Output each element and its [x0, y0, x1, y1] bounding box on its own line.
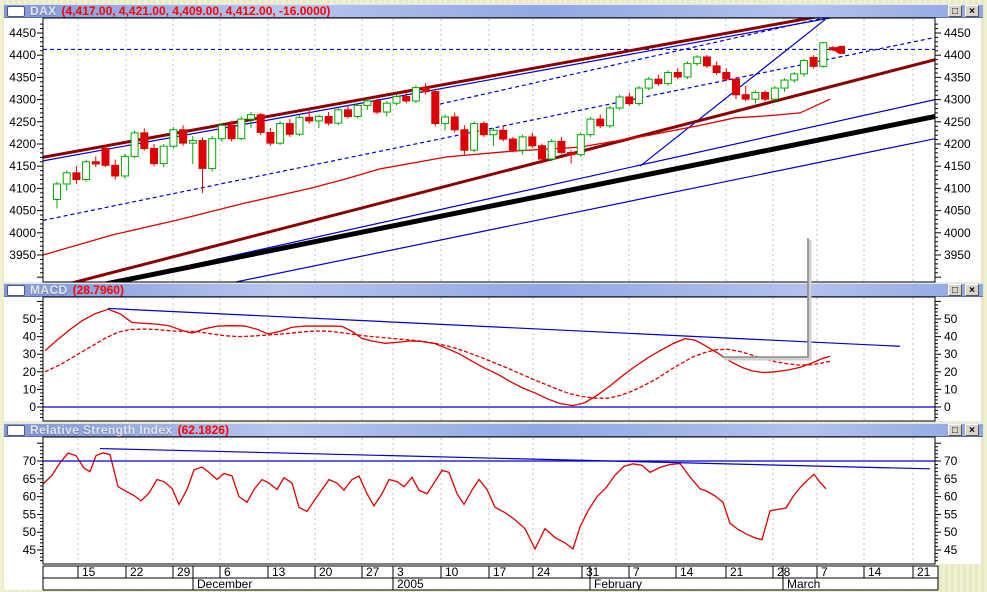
system-menu-icon[interactable] [7, 284, 25, 296]
close-icon[interactable]: × [965, 424, 979, 436]
macd-chart-canvas[interactable] [4, 297, 981, 421]
dax-window-titlebar[interactable]: DAX (4,417.00, 4,421.00, 4,409.00, 4,412… [4, 4, 983, 18]
system-menu-icon[interactable] [7, 424, 25, 436]
rsi-window-title: Relative Strength Index [30, 423, 173, 437]
maximize-icon[interactable]: □ [948, 424, 962, 436]
macd-window-title: MACD [30, 283, 68, 297]
rsi-window-titlebar[interactable]: Relative Strength Index (62.1826) □ × [4, 423, 983, 437]
close-icon[interactable]: × [965, 5, 979, 17]
macd-value: (28.7960) [72, 283, 124, 297]
dax-ohlc-values: (4,417.00, 4,421.00, 4,409.00, 4,412.00,… [61, 4, 331, 18]
maximize-icon[interactable]: □ [948, 284, 962, 296]
dax-window-title: DAX [30, 4, 57, 18]
rsi-chart-canvas[interactable] [4, 437, 981, 564]
time-axis [4, 564, 938, 590]
macd-window-titlebar[interactable]: MACD (28.7960) □ × [4, 283, 983, 297]
close-icon[interactable]: × [965, 284, 979, 296]
maximize-icon[interactable]: □ [948, 5, 962, 17]
rsi-value: (62.1826) [177, 423, 229, 437]
price-chart-canvas[interactable] [4, 18, 981, 282]
system-menu-icon[interactable] [7, 5, 25, 17]
